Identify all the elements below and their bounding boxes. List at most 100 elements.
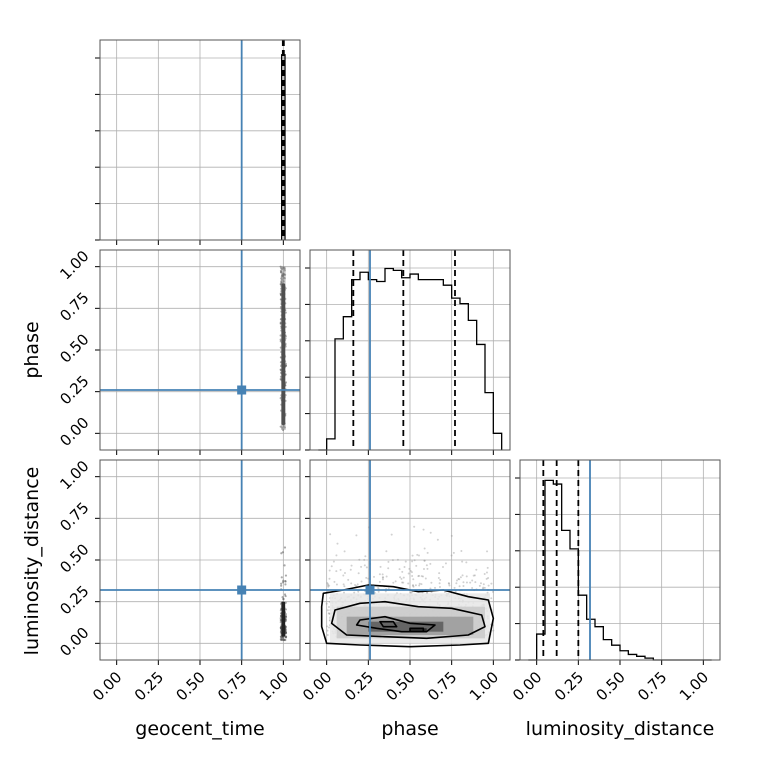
sample-point: [390, 533, 393, 536]
sample-point: [490, 597, 493, 600]
sample-point: [418, 584, 421, 587]
sample-point: [381, 576, 384, 579]
sample-point: [436, 538, 439, 541]
sample-point: [411, 554, 414, 557]
sample-point: [409, 591, 412, 594]
sample-point: [363, 558, 366, 561]
sample-point: [284, 311, 287, 314]
sample-point: [475, 568, 478, 571]
sample-point: [358, 558, 361, 561]
sample-point: [417, 554, 420, 557]
sample-point: [387, 560, 390, 563]
sample-point: [347, 578, 350, 581]
sample-point: [438, 572, 441, 575]
sample-point: [284, 601, 287, 604]
sample-point: [363, 564, 366, 567]
sample-point: [396, 558, 399, 561]
sample-point: [483, 573, 486, 576]
sample-point: [482, 583, 485, 586]
sample-point: [284, 638, 287, 642]
sample-point: [416, 553, 419, 556]
sample-point: [365, 576, 368, 579]
sample-point: [280, 637, 283, 640]
sample-point: [407, 582, 410, 585]
sample-point: [365, 566, 368, 569]
sample-point: [387, 567, 390, 570]
sample-point: [356, 583, 359, 586]
panel-border: [309, 249, 511, 451]
sample-point: [280, 576, 283, 579]
sample-point: [325, 625, 328, 628]
sample-point: [353, 591, 356, 594]
sample-point: [333, 580, 336, 583]
sample-point: [422, 568, 425, 571]
sample-point: [332, 560, 335, 563]
sample-point: [469, 581, 472, 584]
sample-point: [280, 271, 283, 274]
panel-border: [99, 39, 301, 241]
sample-point: [478, 584, 481, 587]
sample-point: [279, 338, 282, 341]
sample-point: [279, 293, 282, 296]
sample-point: [335, 570, 338, 573]
sample-point: [402, 581, 405, 584]
x-axis-label-luminosity-distance: luminosity_distance: [526, 718, 715, 740]
sample-point: [452, 551, 455, 554]
sample-point: [354, 584, 357, 587]
panel-luminosity-distance-vs-phase: [305, 459, 511, 665]
sample-point: [458, 578, 461, 581]
sample-point: [328, 569, 331, 572]
sample-point: [394, 580, 397, 583]
sample-point: [486, 566, 489, 569]
panel-geocent-time-histogram: [95, 39, 301, 245]
sample-point: [343, 572, 346, 575]
sample-point: [284, 364, 287, 367]
sample-point: [335, 554, 338, 557]
sample-point: [400, 577, 403, 580]
sample-point: [438, 582, 441, 585]
sample-point: [342, 574, 345, 577]
sample-point: [279, 618, 282, 622]
sample-point: [430, 581, 433, 584]
sample-point: [420, 583, 423, 586]
sample-point: [282, 276, 285, 279]
sample-point: [410, 571, 413, 574]
sample-point: [326, 584, 329, 587]
sample-point: [474, 581, 477, 584]
sample-point: [364, 555, 367, 558]
panel-border: [519, 459, 721, 661]
sample-point: [482, 586, 485, 589]
sample-point: [422, 528, 425, 531]
sample-point: [279, 621, 282, 624]
sample-point: [455, 579, 458, 582]
sample-point: [279, 635, 283, 638]
sample-point: [282, 274, 285, 277]
sample-point: [403, 566, 406, 569]
sample-point: [415, 564, 418, 567]
sample-point: [279, 425, 282, 428]
sample-point: [414, 584, 417, 587]
sample-point: [284, 580, 287, 583]
sample-point: [377, 587, 380, 590]
sample-point: [455, 582, 458, 585]
sample-point: [326, 634, 329, 637]
sample-point: [284, 608, 287, 611]
sample-point: [279, 356, 283, 359]
sample-point: [447, 582, 450, 585]
sample-point: [279, 334, 282, 337]
sample-point: [367, 577, 370, 580]
sample-point: [342, 591, 345, 594]
sample-point: [426, 567, 429, 570]
contour-middle: [330, 600, 486, 640]
sample-point: [377, 590, 380, 593]
sample-point: [381, 578, 384, 581]
sample-point: [424, 577, 427, 580]
contour-outer: [320, 584, 495, 648]
sample-point: [339, 568, 342, 571]
sample-point: [280, 584, 283, 587]
y-axis-label-phase: phase: [21, 321, 43, 378]
sample-point: [284, 594, 287, 598]
histogram-step-phase: [318, 267, 503, 451]
sample-point: [326, 583, 329, 586]
sample-point: [401, 570, 404, 573]
